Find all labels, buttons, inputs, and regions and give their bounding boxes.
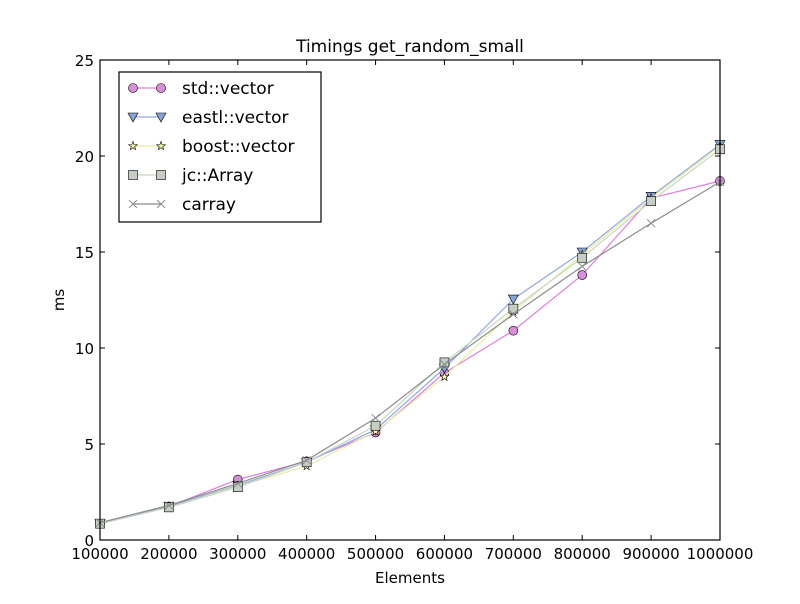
legend-marker [128,83,138,93]
y-tick-label: 0 [84,532,94,550]
data-point-marker [646,218,656,228]
y-tick-label: 25 [75,52,94,70]
legend-marker [156,199,166,209]
legend-item: boost::vector [127,137,295,157]
x-tick-label: 500000 [347,545,404,563]
legend-marker [155,112,167,123]
legend-marker [128,199,138,209]
x-axis-label: Elements [375,569,445,587]
data-point-marker [370,420,381,431]
legend-item: carray [128,195,236,215]
data-point-marker [371,413,380,423]
data-point-marker [439,371,450,382]
data-point-marker [577,252,588,263]
series-line [99,144,721,525]
legend-marker [156,170,166,180]
legend-label: carray [182,195,236,215]
legend: std::vectoreastl::vectorboost::vectorjc:… [118,71,322,223]
data-point-marker [164,502,174,513]
legend-marker [156,83,166,93]
plot-frame [99,59,721,541]
x-tick-label: 900000 [622,545,679,563]
x-tick-label: 200000 [140,545,197,563]
data-point-marker [508,310,518,319]
y-axis-label: ms [50,289,68,312]
series-line [99,181,721,524]
data-point-marker [440,359,449,369]
x-tick-label: 400000 [278,545,335,563]
legend-item: std::vector [128,79,274,99]
legend-label: std::vector [182,79,274,99]
data-point-marker [508,325,519,336]
data-point-marker [577,262,587,271]
legend-marker [128,170,138,180]
x-tick-label: 600000 [416,545,473,563]
data-point-marker [577,270,588,280]
x-tick-label: 300000 [209,545,266,563]
data-point-marker [508,303,519,314]
data-point-marker [302,455,312,465]
chart-title: Timings get_random_small [295,37,524,57]
x-tick-label: 700000 [485,545,542,563]
x-tick-label: 1000000 [687,545,754,563]
legend-label: boost::vector [182,137,295,157]
data-point-marker [646,196,656,206]
legend-marker [127,112,139,123]
plot-series [94,140,726,530]
y-tick-label: 10 [75,340,94,358]
series-line [99,180,721,525]
x-tick-label: 800000 [554,545,611,563]
data-point-marker [507,294,519,305]
series-carray [95,177,725,528]
legend-marker [127,140,139,151]
y-axis: 0 5 10 15 20 25 [75,52,720,550]
legend-label: eastl::vector [182,108,289,128]
legend-box [118,71,322,223]
data-point-marker [439,357,450,368]
data-point-marker [233,479,243,488]
y-tick-label: 15 [75,244,94,262]
legend-label: jc::Array [181,166,253,186]
y-tick-label: 5 [84,436,94,454]
series-std-vector [95,176,725,529]
series-line [99,148,721,525]
legend-item: eastl::vector [127,108,289,128]
data-point-marker [164,501,174,510]
y-tick-label: 20 [75,148,94,166]
x-axis: 100000 200000 300000 400000 500000 600000 7000… [71,60,753,563]
legend-marker [155,140,167,151]
legend-item: jc::Array [128,166,253,186]
x-tick-label: 100000 [71,545,128,563]
